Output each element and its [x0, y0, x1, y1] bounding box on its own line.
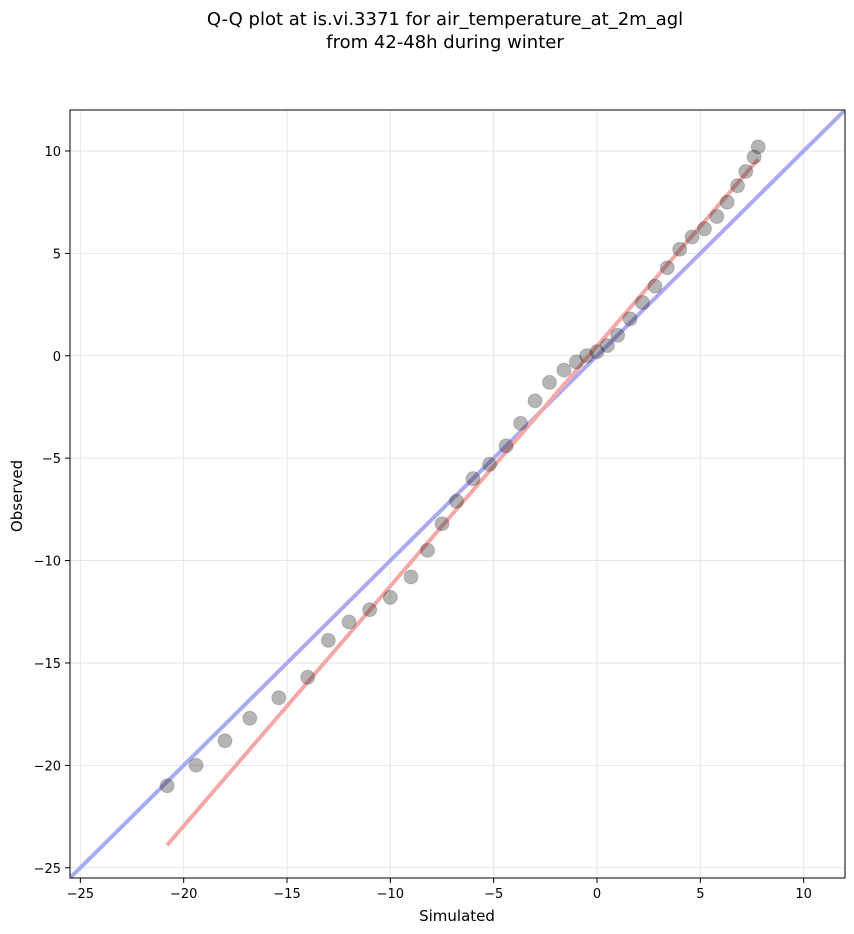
data-points — [159, 139, 766, 794]
data-point — [696, 221, 712, 237]
plot-border — [69, 109, 846, 879]
data-point — [684, 229, 700, 245]
grid-lines — [70, 110, 845, 878]
data-point — [647, 278, 663, 294]
data-point — [610, 327, 626, 343]
data-point — [568, 354, 584, 370]
chart-title-line1: Q-Q plot at is.vi.3371 for air_temperatu… — [207, 9, 683, 30]
data-point — [271, 690, 287, 706]
x-tick-label: −15 — [273, 887, 300, 902]
data-point — [188, 757, 204, 773]
data-point — [362, 602, 378, 618]
x-tick-label: −25 — [67, 887, 94, 902]
data-point — [750, 139, 766, 155]
plot-area-frame — [69, 109, 846, 879]
data-point — [527, 393, 543, 409]
data-point — [513, 415, 529, 431]
x-tick-label: −5 — [484, 887, 503, 902]
data-point — [672, 241, 688, 257]
y-tick-label: 0 — [53, 350, 61, 365]
data-point — [589, 344, 605, 360]
x-tick-label: −20 — [170, 887, 197, 902]
y-axis-label: Observed — [8, 460, 26, 532]
chart-title-line2: from 42-48h during winter — [326, 32, 564, 53]
x-tick-label: 0 — [593, 887, 601, 902]
data-point — [730, 178, 746, 194]
y-axis-ticks: −25 −20 −15 −10 −5 0 5 10 — [34, 145, 70, 877]
x-tick-label: 5 — [696, 887, 704, 902]
data-point — [659, 260, 675, 276]
data-point — [746, 149, 762, 165]
data-point — [448, 493, 464, 509]
data-point — [403, 569, 419, 585]
data-point — [556, 362, 572, 378]
identity-line — [70, 110, 845, 878]
data-point — [498, 438, 514, 454]
data-point — [579, 348, 595, 364]
data-point — [482, 456, 498, 472]
reference-lines — [70, 110, 845, 878]
data-point — [320, 632, 336, 648]
data-point — [738, 163, 754, 179]
x-axis-label: Simulated — [419, 907, 495, 925]
data-point — [622, 311, 638, 327]
data-point — [434, 516, 450, 532]
data-point — [382, 589, 398, 605]
x-tick-label: −10 — [377, 887, 404, 902]
data-point — [420, 542, 436, 558]
data-point — [709, 208, 725, 224]
data-point — [465, 471, 481, 487]
data-point — [634, 295, 650, 311]
fit-line — [165, 157, 760, 847]
data-point — [300, 669, 316, 685]
data-point — [599, 338, 615, 354]
y-tick-label: −25 — [34, 862, 61, 877]
x-axis-ticks: −25 −20 −15 −10 −5 0 5 10 — [67, 878, 812, 902]
data-point — [341, 614, 357, 630]
x-tick-label: 10 — [795, 887, 812, 902]
data-point — [242, 710, 258, 726]
y-tick-label: −15 — [34, 657, 61, 672]
y-tick-label: −5 — [42, 452, 61, 467]
data-point — [217, 733, 233, 749]
y-tick-label: 5 — [53, 247, 61, 262]
data-point — [159, 778, 175, 794]
data-point — [719, 194, 735, 210]
y-tick-label: −10 — [34, 555, 61, 570]
y-tick-label: 10 — [44, 145, 61, 160]
y-tick-label: −20 — [34, 759, 61, 774]
data-point — [541, 374, 557, 390]
